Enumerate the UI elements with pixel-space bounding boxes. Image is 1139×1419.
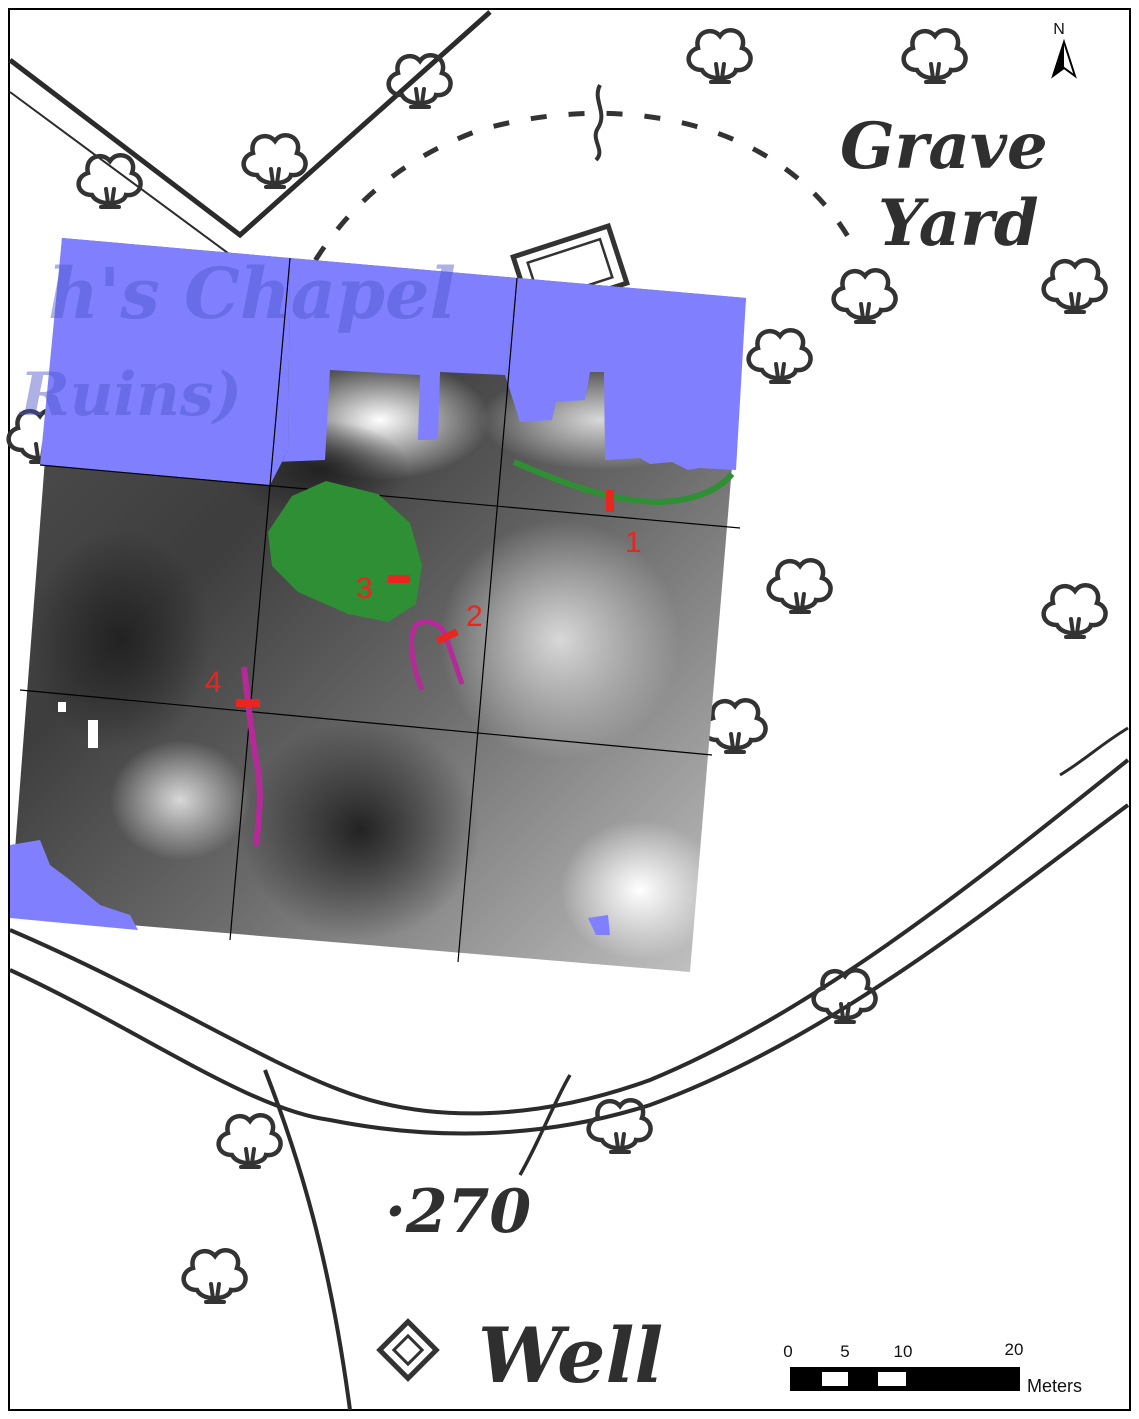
path-to-well: [518, 1074, 572, 1176]
road-branch: [1059, 726, 1129, 777]
marker-4: [236, 699, 260, 707]
dropout-pixels: [58, 702, 98, 748]
enclosure-squiggle: [593, 84, 604, 162]
scale-bar: 0 5 10 20 Meters: [783, 1340, 1082, 1396]
scale-tick-20: 20: [1005, 1340, 1024, 1359]
marker-3: [388, 575, 410, 583]
well-label: Well: [478, 1311, 663, 1400]
north-arrow-fill-icon: [1053, 42, 1064, 76]
base-map: Grave Yard ·270 Well: [8, 10, 1130, 1411]
scale-bar-segment: [822, 1372, 848, 1386]
road-north-edge: [9, 758, 1130, 1116]
marker-2: [435, 628, 459, 645]
well-symbol: [376, 1318, 440, 1382]
scale-unit: Meters: [1027, 1376, 1082, 1396]
spot-height-label: ·270: [385, 1177, 531, 1247]
scale-tick-5: 5: [840, 1342, 849, 1361]
map-border: [8, 8, 1131, 1411]
feature-4-magenta-line: [241, 666, 263, 847]
feature-label-1: 1: [625, 526, 642, 559]
feature-1-green-arc: [512, 459, 735, 506]
feature-3-green-area: [268, 481, 422, 622]
field-boundary: [8, 10, 492, 239]
survey-overlay: h's Chapel Ruins) 1 2 3 4: [10, 238, 746, 972]
north-arrow: N: [1051, 21, 1077, 79]
feature-2-magenta-curve: [409, 619, 465, 691]
survey-grid: [19, 257, 741, 963]
section-markers: [236, 490, 614, 707]
scale-tick-0: 0: [783, 1342, 792, 1361]
road-south-edge: [9, 803, 1130, 1136]
yard-label: Yard: [878, 186, 1039, 261]
scale-bar-segment: [878, 1372, 906, 1386]
chapel-label: h's Chapel: [48, 252, 456, 335]
feature-label-3: 3: [356, 572, 373, 605]
field-boundary-inner: [9, 91, 241, 263]
north-label: N: [1053, 21, 1065, 38]
feature-label-2: 2: [466, 600, 483, 633]
graveyard-enclosure: [257, 110, 853, 441]
ruins-label: Ruins): [18, 360, 242, 430]
grave-label: Grave: [840, 109, 1048, 184]
feature-label-4: 4: [205, 666, 222, 699]
marker-1: [606, 490, 614, 512]
lane-west: [263, 1069, 352, 1411]
no-data-areas: [10, 238, 746, 935]
scale-tick-10: 10: [894, 1342, 913, 1361]
